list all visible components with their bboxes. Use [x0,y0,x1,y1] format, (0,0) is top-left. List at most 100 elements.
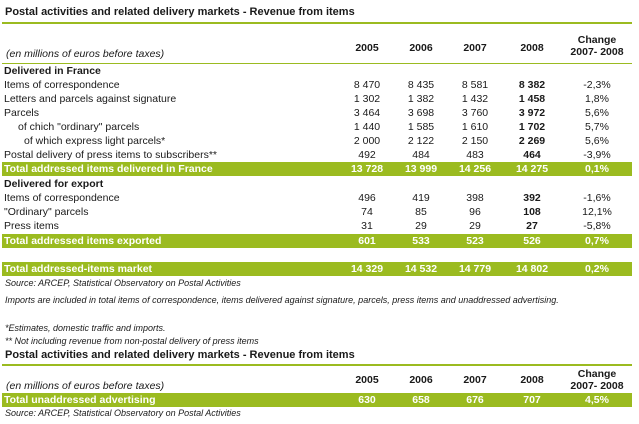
year-header: 2005 [355,374,379,386]
cell: 14 329 [350,263,384,275]
change-cell: 5,6% [585,107,609,119]
cell: 29 [469,220,481,232]
change-header-line2: 2007- 2008 [570,46,624,58]
cell: 1 702 [518,121,546,133]
year-header: 2006 [409,374,433,386]
table1-title: Postal activities and related delivery m… [5,6,355,18]
header-rule [2,22,632,24]
cell: 523 [466,235,484,247]
row-label: "Ordinary" parcels [4,206,89,218]
row-label: Postal delivery of press items to subscr… [4,149,217,161]
total-row-market: Total addressed-items market 14 329 14 5… [2,262,632,276]
year-header: 2008 [520,374,544,386]
table-row: Items of correspondence 496 419 398 392 … [2,191,632,205]
cell: 14 256 [458,163,492,175]
source-note: Source: ARCEP, Statistical Observatory o… [5,408,241,418]
table-row: Press items 31 29 29 27 -5,8% [2,219,632,233]
table-row: Postal delivery of press items to subscr… [2,148,632,162]
cell: 13 728 [350,163,384,175]
table1-header: (en millions of euros before taxes) 2005… [2,34,632,64]
change-cell: 0,7% [585,235,609,247]
total-row-export: Total addressed items exported 601 533 5… [2,234,632,248]
cell: 707 [523,394,541,406]
row-label: Total addressed items exported [4,235,162,247]
unit-note: (en millions of euros before taxes) [6,380,165,392]
cell: 3 464 [353,107,381,119]
table-row: of chich "ordinary" parcels 1 440 1 585 … [2,120,632,134]
cell: 630 [358,394,376,406]
cell: 8 470 [353,79,381,91]
change-cell: 5,7% [585,121,609,133]
change-header: Change 2007- 2008 [562,368,632,392]
cell: 27 [526,220,538,232]
divider [2,63,632,64]
source-note: Source: ARCEP, Statistical Observatory o… [5,278,241,288]
cell: 3 972 [518,107,546,119]
cell: 658 [412,394,430,406]
row-label: Total addressed-items market [4,263,153,275]
cell: 419 [412,192,430,204]
cell: 492 [358,149,376,161]
unit-note: (en millions of euros before taxes) [6,48,165,60]
cell: 96 [469,206,481,218]
row-label: of chich "ordinary" parcels [18,121,140,133]
cell: 526 [523,235,541,247]
row-label: of which express light parcels* [24,135,166,147]
row-label: Total addressed items delivered in Franc… [4,163,213,175]
section-header-export: Delivered for export [2,177,632,191]
change-cell: -3,9% [583,149,611,161]
year-header: 2005 [355,42,379,54]
table2-title: Postal activities and related delivery m… [5,349,355,361]
row-label: Parcels [4,107,40,119]
estimates-note: *Estimates, domestic traffic and imports… [5,323,166,333]
imports-note: Imports are included in total items of c… [5,295,559,305]
change-header-line1: Change [577,368,617,380]
cell: 533 [412,235,430,247]
row-label: Total unaddressed advertising [4,394,156,406]
cell: 3 698 [407,107,435,119]
change-header: Change 2007- 2008 [562,34,632,58]
cell: 2 000 [353,135,381,147]
section-header-france: Delivered in France [2,64,632,78]
row-label: Letters and parcels against signature [4,93,177,105]
cell: 2 122 [407,135,435,147]
cell: 2 150 [461,135,489,147]
year-header: 2007 [463,42,487,54]
cell: 464 [523,149,541,161]
change-cell: 12,1% [582,206,612,218]
table-row: of which express light parcels* 2 000 2 … [2,134,632,148]
cell: 14 275 [515,163,549,175]
section-label: Delivered for export [4,178,104,190]
cell: 14 532 [404,263,438,275]
cell: 8 382 [518,79,546,91]
total-row-france: Total addressed items delivered in Franc… [2,162,632,176]
row-label: Items of correspondence [4,192,120,204]
cell: 1 458 [518,93,546,105]
row-label: Press items [4,220,59,232]
cell: 14 802 [515,263,549,275]
table-row: Items of correspondence 8 470 8 435 8 58… [2,78,632,92]
table-row: Letters and parcels against signature 1 … [2,92,632,106]
total-row-unaddressed: Total unaddressed advertising 630 658 67… [2,393,632,407]
press-note: ** Not including revenue from non-postal… [5,336,259,346]
change-cell: -1,6% [583,192,611,204]
cell: 31 [361,220,373,232]
year-header: 2007 [463,374,487,386]
change-header-line1: Change [577,34,617,46]
cell: 85 [415,206,427,218]
cell: 1 585 [407,121,435,133]
cell: 108 [523,206,541,218]
cell: 2 269 [518,135,546,147]
cell: 8 435 [407,79,435,91]
table-row: "Ordinary" parcels 74 85 96 108 12,1% [2,205,632,219]
change-cell: -2,3% [583,79,611,91]
cell: 1 610 [461,121,489,133]
cell: 74 [361,206,373,218]
cell: 601 [358,235,376,247]
change-cell: 5,6% [585,135,609,147]
cell: 496 [358,192,376,204]
cell: 676 [466,394,484,406]
table2-header: (en millions of euros before taxes) 2005… [2,366,632,394]
header-rule [2,364,632,366]
table-row: Parcels 3 464 3 698 3 760 3 972 5,6% [2,106,632,120]
